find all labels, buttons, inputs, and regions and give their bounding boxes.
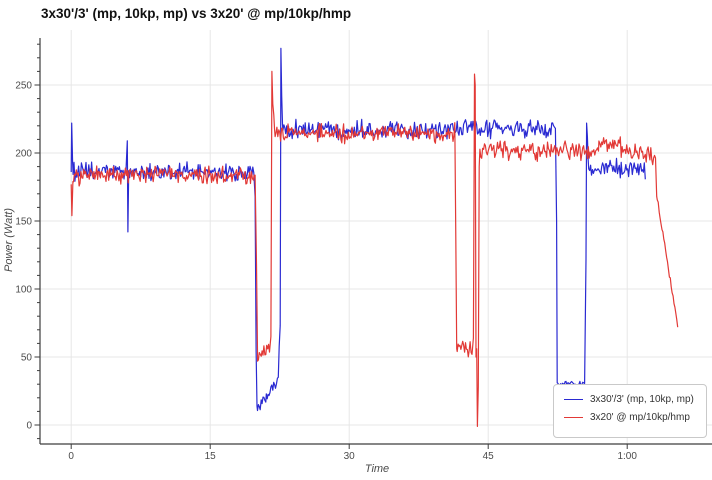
- legend-label: 3x30'/3' (mp, 10kp, mp): [590, 394, 694, 405]
- y-tick-label: 250: [15, 81, 32, 92]
- series-lines: [70, 47, 679, 427]
- y-tick-label: 100: [15, 285, 32, 296]
- y-tick-label: 0: [26, 421, 32, 432]
- series-line: [70, 70, 679, 427]
- x-tick-label: 1:00: [617, 451, 637, 462]
- y-tick-label: 150: [15, 217, 32, 228]
- legend-item: 3x20' @ mp/10kp/hmp: [564, 412, 700, 423]
- legend-label: 3x20' @ mp/10kp/hmp: [590, 412, 690, 423]
- x-axis-title: Time: [364, 463, 390, 475]
- y-tick-label: 200: [15, 149, 32, 160]
- x-tick-label: 45: [483, 451, 495, 462]
- series-line: [70, 47, 646, 412]
- legend-line-swatch: [564, 399, 583, 400]
- y-tick-label: 50: [21, 353, 33, 364]
- x-tick-label: 30: [344, 451, 356, 462]
- x-tick-label: 15: [205, 451, 217, 462]
- chart-title: 3x30'/3' (mp, 10kp, mp) vs 3x20' @ mp/10…: [41, 6, 352, 21]
- legend-line-swatch: [564, 417, 583, 418]
- x-tick-label: 0: [68, 451, 74, 462]
- axes: 0 50 100 150 200 250 0 15 30 45 1:00: [15, 38, 712, 462]
- legend: 3x30'/3' (mp, 10kp, mp) 3x20' @ mp/10kp/…: [553, 384, 707, 438]
- gridlines: [40, 30, 712, 444]
- y-axis-title: Power (Watt): [3, 208, 15, 272]
- legend-item: 3x30'/3' (mp, 10kp, mp): [564, 394, 700, 405]
